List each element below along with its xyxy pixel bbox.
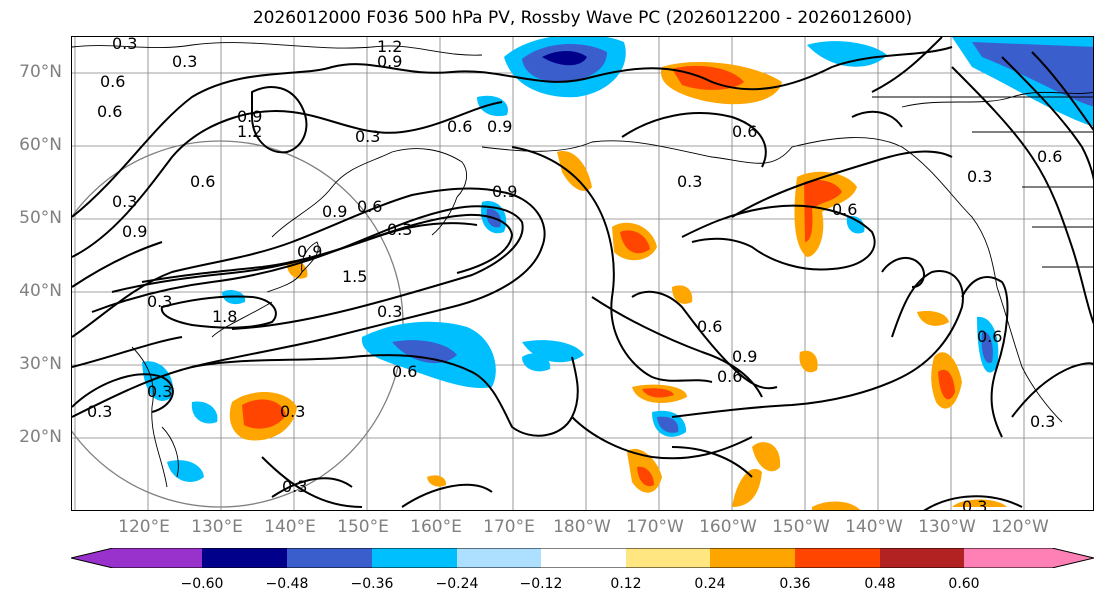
colorbar-bin — [457, 548, 541, 568]
contour-label: 0.6 — [832, 200, 857, 219]
lon-label-160e: 160°E — [410, 517, 462, 537]
contour-label: 0.9 — [732, 347, 757, 366]
contour-label: 0.9 — [297, 242, 322, 261]
contour-label: 0.9 — [237, 107, 262, 126]
contour-label: 0.3 — [147, 292, 172, 311]
colorbar-bin — [795, 548, 880, 568]
contour-label: 0.3 — [387, 220, 412, 239]
contour-label: 0.3 — [962, 497, 987, 511]
map-panel: 0.3 0.3 0.6 1.2 0.9 0.6 0.9 1.2 0.9 0.3 … — [71, 36, 1094, 511]
lon-label-120w: 120°W — [991, 517, 1049, 537]
colorbar-tick: −0.48 — [265, 576, 309, 592]
contour-label: 0.6 — [190, 172, 215, 191]
lon-label-180w: 180°W — [553, 517, 611, 537]
map-canvas: 0.3 0.3 0.6 1.2 0.9 0.6 0.9 1.2 0.9 0.3 … — [72, 37, 1093, 511]
contour-label: 0.6 — [1037, 147, 1062, 166]
contour-label: 0.3 — [355, 127, 380, 146]
contour-label: 0.6 — [392, 362, 417, 381]
contour-label: 0.9 — [377, 52, 402, 71]
contour-label: 0.3 — [280, 402, 305, 421]
colorbar-bin — [372, 548, 457, 568]
pv-contours — [72, 37, 1093, 510]
lon-label-140w: 140°W — [845, 517, 903, 537]
contour-label: 0.3 — [677, 172, 702, 191]
lon-label-140e: 140°E — [264, 517, 316, 537]
contour-labels: 0.3 0.3 0.6 1.2 0.9 0.6 0.9 1.2 0.9 0.3 … — [87, 37, 1062, 511]
colorbar-tick: −0.60 — [180, 576, 224, 592]
colorbar-bin — [880, 548, 964, 568]
contour-label: 0.6 — [100, 72, 125, 91]
colorbar-bin — [202, 548, 287, 568]
contour-label: 0.3 — [172, 52, 197, 71]
colorbar-tick: −0.36 — [350, 576, 394, 592]
colorbar-tick: 0.24 — [694, 576, 726, 592]
lon-label-170e: 170°E — [483, 517, 535, 537]
contour-label: 0.9 — [122, 222, 147, 241]
contour-label: 0.9 — [492, 182, 517, 201]
contour-label: 0.6 — [717, 367, 742, 386]
contour-label: 0.3 — [282, 477, 307, 496]
colorbar-bin — [710, 548, 795, 568]
colorbar-tick: 0.60 — [948, 576, 980, 592]
contour-label: 0.6 — [97, 102, 122, 121]
contour-label: 0.3 — [112, 192, 137, 211]
colorbar-bin — [626, 548, 710, 568]
contour-label: 0.3 — [967, 167, 992, 186]
contour-label: 1.5 — [342, 267, 367, 286]
contour-label: 0.6 — [697, 317, 722, 336]
contour-label: 0.3 — [87, 402, 112, 421]
lat-label-30n: 30°N — [19, 354, 62, 374]
positive-anomaly-shading — [229, 62, 1007, 510]
contour-label: 0.3 — [1030, 412, 1055, 431]
graticule — [72, 37, 1093, 510]
colorbar-tick: −0.12 — [519, 576, 563, 592]
map-title: 2026012000 F036 500 hPa PV, Rossby Wave … — [252, 8, 913, 28]
lon-label-170w: 170°W — [626, 517, 684, 537]
contour-label: 0.6 — [732, 122, 757, 141]
colorbar-bin — [287, 548, 372, 568]
lon-label-120e: 120°E — [118, 517, 170, 537]
colorbar-tick: 0.12 — [610, 576, 642, 592]
contour-label: 1.8 — [212, 307, 237, 326]
lat-label-20n: 20°N — [19, 427, 62, 447]
contour-label: 1.2 — [237, 122, 262, 141]
contour-label: 0.6 — [357, 197, 382, 216]
lat-label-60n: 60°N — [19, 135, 62, 155]
contour-label: 0.3 — [377, 302, 402, 321]
contour-label: 0.9 — [322, 202, 347, 221]
contour-label: 0.3 — [147, 382, 172, 401]
contour-label: 1.2 — [377, 37, 402, 56]
lon-label-130e: 130°E — [191, 517, 243, 537]
colorbar-extend-low — [71, 548, 202, 568]
contour-label: 0.6 — [447, 117, 472, 136]
lon-label-130w: 130°W — [918, 517, 976, 537]
lon-label-150e: 150°E — [337, 517, 389, 537]
contour-label: 0.9 — [487, 117, 512, 136]
colorbar-tick: 0.36 — [779, 576, 811, 592]
contour-label: 0.6 — [977, 327, 1002, 346]
lat-label-70n: 70°N — [19, 62, 62, 82]
contour-label: 0.3 — [112, 37, 137, 53]
lat-label-40n: 40°N — [19, 281, 62, 301]
colorbar-bin — [541, 548, 626, 568]
lat-label-50n: 50°N — [19, 208, 62, 228]
colorbar-extend-high — [964, 548, 1094, 568]
lon-label-150w: 150°W — [772, 517, 830, 537]
colorbar-tick: −0.24 — [435, 576, 479, 592]
colorbar-tick: 0.48 — [864, 576, 896, 592]
colorbar — [71, 548, 1094, 568]
lon-label-160w: 160°W — [699, 517, 757, 537]
coastlines — [72, 42, 1093, 488]
